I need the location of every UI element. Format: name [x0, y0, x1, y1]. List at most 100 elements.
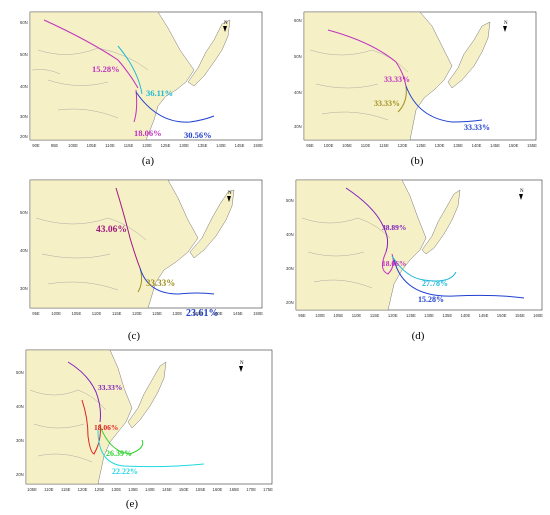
- lon-tick: 120E: [142, 143, 152, 148]
- lon-tick: 105E: [87, 143, 97, 148]
- lon-tick: 135E: [193, 311, 203, 316]
- lon-tick: 155E: [515, 313, 525, 318]
- lon-tick: 135E: [128, 487, 138, 492]
- lon-tick: 175E: [263, 487, 273, 492]
- lat-tick: 20N: [286, 300, 294, 305]
- lon-tick: 120E: [398, 143, 408, 148]
- north-arrow-icon: [503, 26, 507, 32]
- percentage-label: 43.06%: [96, 225, 127, 235]
- lon-tick: 130E: [435, 143, 445, 148]
- map-panel-d: 38.89% 18.06% 27.78% 15.28% N 50N 40N 30…: [284, 178, 546, 323]
- lat-ticks: 60N 50N 40N 30N: [294, 18, 302, 129]
- percentage-label: 15.28%: [92, 64, 120, 74]
- trajectory-cluster-3: [391, 255, 457, 282]
- percentage-label: 33.33%: [98, 383, 122, 392]
- lon-tick: 125E: [406, 313, 416, 318]
- lon-tick: 115E: [124, 143, 134, 148]
- lon-tick: 170E: [246, 487, 256, 492]
- lat-tick: 50N: [16, 370, 24, 375]
- percentage-label: 33.33%: [464, 123, 490, 132]
- lon-tick: 110E: [105, 143, 115, 148]
- north-label: N: [504, 21, 508, 26]
- lon-ticks: 95E 100E 105E 110E 115E 120E 125E 130E 135E 140E 1…: [298, 313, 543, 318]
- trajectory-cluster-3: [99, 425, 144, 455]
- percentage-label: 18.06%: [382, 259, 406, 268]
- lat-tick: 40N: [16, 404, 24, 409]
- lon-tick: 130E: [172, 311, 182, 316]
- lon-tick: 135E: [453, 143, 463, 148]
- lat-tick: 40N: [20, 248, 28, 253]
- trajectory-cluster-1: [115, 187, 141, 269]
- lon-tick: 100E: [68, 143, 78, 148]
- lon-tick: 115E: [379, 143, 389, 148]
- lon-tick: 120E: [388, 313, 398, 318]
- percentage-label: 33.33%: [384, 75, 410, 84]
- percentage-label: 18.06%: [134, 128, 162, 138]
- lon-tick: 125E: [95, 487, 105, 492]
- lon-tick: 100E: [51, 311, 61, 316]
- lon-tick: 110E: [44, 487, 54, 492]
- land-mass: [303, 11, 453, 141]
- land-mass: [295, 179, 427, 311]
- lat-tick: 30N: [16, 438, 24, 443]
- land-mass: [29, 179, 199, 309]
- lon-tick: 140E: [216, 143, 226, 148]
- lon-tick: 105E: [342, 143, 352, 148]
- north-label: N: [240, 361, 244, 366]
- trajectory-map-b: 33.33% 33.33% 33.33% N 60N 50N 40N 30N 9…: [294, 11, 537, 148]
- lon-tick: 120E: [132, 311, 142, 316]
- lat-tick: 60N: [294, 18, 302, 23]
- province-borders: [309, 49, 409, 121]
- percentage-label: 30.56%: [184, 130, 212, 140]
- percentage-label: 18.06%: [94, 423, 118, 432]
- lat-tick: 40N: [286, 232, 294, 237]
- land-mass: [29, 11, 195, 141]
- lon-ticks: 90E 95E 100E 105E 110E 115E 120E 125E 130E 135E 14…: [32, 143, 263, 148]
- trajectory-cluster-4: [135, 91, 215, 123]
- percentage-label: 33.33%: [146, 278, 175, 288]
- trajectory-cluster-1: [327, 29, 407, 87]
- lon-tick: 120E: [78, 487, 88, 492]
- lat-tick: 30N: [20, 286, 28, 291]
- lon-tick: 115E: [112, 311, 122, 316]
- trajectory-cluster-2: [382, 251, 394, 275]
- lon-tick: 150E: [253, 311, 263, 316]
- lat-tick: 40N: [20, 84, 28, 89]
- land-mass: [25, 349, 133, 485]
- north-arrow-icon: [519, 194, 523, 200]
- north-label: N: [520, 189, 524, 194]
- lat-tick: 50N: [286, 198, 294, 203]
- trajectory-cluster-2: [81, 399, 101, 455]
- lon-tick: 115E: [61, 487, 71, 492]
- trajectory-map-c: 43.06% 33.33% 23.61% N 50N 40N 30N 95E 10…: [20, 179, 263, 319]
- trajectory-cluster-1: [43, 19, 139, 89]
- panel-caption: (e): [125, 498, 139, 510]
- trajectory-cluster-2: [117, 45, 143, 95]
- lat-ticks: 50N 40N 30N: [20, 210, 28, 291]
- lon-tick: 145E: [479, 313, 489, 318]
- lon-tick: 90E: [32, 143, 40, 148]
- lat-tick: 30N: [20, 114, 28, 119]
- trajectory-cluster-4: [97, 429, 205, 468]
- lon-tick: 130E: [179, 143, 189, 148]
- percentage-label: 15.28%: [418, 295, 444, 304]
- lat-tick: 60N: [20, 20, 28, 25]
- lon-tick: 115E: [370, 313, 380, 318]
- panel-caption: (a): [141, 155, 155, 167]
- lon-tick: 145E: [490, 143, 500, 148]
- trajectory-map-d: 38.89% 18.06% 27.78% 15.28% N 50N 40N 30…: [286, 179, 543, 318]
- lon-tick: 155E: [196, 487, 206, 492]
- lon-tick: 95E: [51, 143, 59, 148]
- trajectory-map-e: 33.33% 18.06% 26.39% 22.22% N 50N 40N 30…: [16, 349, 273, 492]
- north-arrow-icon: [223, 26, 227, 32]
- lat-tick: 20N: [20, 134, 28, 139]
- lon-tick: 150E: [253, 143, 263, 148]
- map-panel-e: 33.33% 18.06% 26.39% 22.22% N 50N 40N 30…: [14, 348, 276, 498]
- trajectory-map-a: 15.28% 36.11% 18.06% 30.56% N 60N 50N 40…: [20, 11, 263, 148]
- japan-islands: [189, 189, 235, 259]
- lat-tick: 50N: [20, 210, 28, 215]
- japan-islands: [187, 19, 231, 87]
- lon-tick: 130E: [111, 487, 121, 492]
- lon-tick: 140E: [472, 143, 482, 148]
- lon-tick: 95E: [306, 143, 314, 148]
